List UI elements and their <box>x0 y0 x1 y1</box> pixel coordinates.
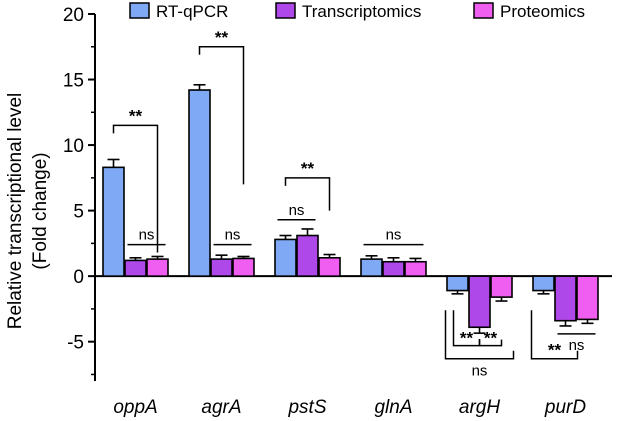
y-tick-label: 10 <box>63 136 84 157</box>
significance-bracket <box>444 310 515 360</box>
y-axis: -5 0 5 10 15 20 <box>63 5 612 381</box>
bars <box>102 83 599 334</box>
y-tick-label: 20 <box>63 5 84 26</box>
y-tick-label: 0 <box>73 267 84 288</box>
significance-bracket <box>478 339 503 347</box>
y-axis-title: Relative transcriptional level <box>5 93 26 330</box>
significance-label: ns <box>289 202 305 219</box>
bar-proteomics-glnA <box>404 260 427 277</box>
bar-rt-qpcr-oppA <box>102 166 125 277</box>
bar-transcriptomics-purD <box>554 275 577 322</box>
category-label-purD: purD <box>544 397 586 418</box>
bar-proteomics-argH <box>490 275 513 298</box>
legend-swatch-proteomics <box>473 2 494 19</box>
significance-label: ** <box>215 28 229 47</box>
significance-bracket <box>198 46 245 185</box>
bar-rt-qpcr-glnA <box>360 258 383 277</box>
legend-swatch-transcriptomics <box>275 2 296 19</box>
y-axis-subtitle: (Fold change) <box>30 152 51 269</box>
significance-label: ** <box>484 329 498 348</box>
y-tick-label: 5 <box>73 202 84 223</box>
bar-rt-qpcr-purD <box>532 275 555 292</box>
legend-swatch-rt-qpcr <box>129 2 150 19</box>
category-label-oppA: oppA <box>113 397 157 418</box>
bar-transcriptomics-glnA <box>382 260 405 277</box>
significance-label: ns <box>472 363 488 380</box>
bar-transcriptomics-argH <box>468 275 491 329</box>
bar-proteomics-pstS <box>318 256 341 277</box>
legend-label-transcriptomics: Transcriptomics <box>302 2 421 21</box>
y-tick-label: 15 <box>63 71 84 92</box>
significance-bracket <box>284 177 331 211</box>
significance-label: ns <box>139 227 155 244</box>
bar-proteomics-oppA <box>146 258 169 277</box>
bar-proteomics-purD <box>576 275 599 321</box>
bar-transcriptomics-oppA <box>124 259 147 277</box>
category-labels: oppA agrA pstS glnA argH purD <box>113 397 586 418</box>
significance-label: ** <box>129 106 143 125</box>
significance-bracket <box>112 124 159 253</box>
category-label-glnA: glnA <box>374 397 412 418</box>
bar-transcriptomics-agrA <box>210 258 233 277</box>
significance-bracket <box>530 310 579 360</box>
significance-markers: ** ns ** ns ** ns ns ns ** ** ** ns <box>112 28 596 380</box>
legend-label-rt-qpcr: RT-qPCR <box>156 2 228 21</box>
significance-label: ** <box>548 341 562 360</box>
category-label-agrA: agrA <box>201 397 241 418</box>
significance-label: ** <box>460 329 474 348</box>
bar-rt-qpcr-argH <box>446 275 469 292</box>
bar-proteomics-agrA <box>232 257 255 277</box>
legend: RT-qPCR Transcriptomics Proteomics <box>129 2 585 21</box>
significance-label: ns <box>225 227 241 244</box>
significance-label: ** <box>301 159 315 178</box>
significance-label: ns <box>569 337 585 354</box>
bar-transcriptomics-pstS <box>296 234 319 277</box>
category-label-argH: argH <box>459 397 500 418</box>
y-axis-label: Relative transcriptional level (Fold cha… <box>5 93 51 330</box>
category-label-pstS: pstS <box>287 397 326 418</box>
legend-label-proteomics: Proteomics <box>500 2 585 21</box>
bar-rt-qpcr-pstS <box>274 238 297 277</box>
bar-rt-qpcr-agrA <box>188 89 211 277</box>
y-tick-label: -5 <box>67 333 84 354</box>
significance-label: ns <box>386 227 402 244</box>
